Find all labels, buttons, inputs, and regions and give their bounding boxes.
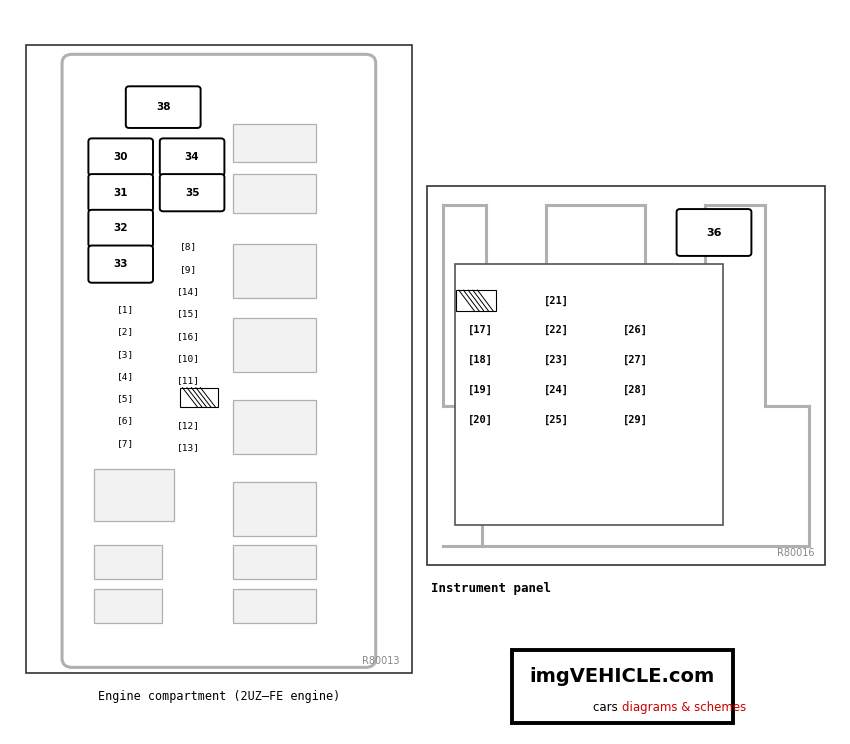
Text: [25]: [25] xyxy=(544,414,570,425)
Text: [28]: [28] xyxy=(623,385,649,395)
Bar xyxy=(94,589,162,623)
Text: [3]: [3] xyxy=(117,350,134,359)
Bar xyxy=(455,264,722,525)
Text: 30: 30 xyxy=(113,152,128,162)
FancyBboxPatch shape xyxy=(62,54,376,667)
Text: [18]: [18] xyxy=(468,355,493,365)
FancyBboxPatch shape xyxy=(126,86,201,128)
Text: [2]: [2] xyxy=(117,327,134,336)
Text: 38: 38 xyxy=(156,102,171,112)
Bar xyxy=(233,124,316,162)
FancyBboxPatch shape xyxy=(88,210,153,247)
Text: [24]: [24] xyxy=(544,385,570,395)
Text: cars: cars xyxy=(593,701,622,713)
Text: R80016: R80016 xyxy=(777,548,814,558)
Text: [12]: [12] xyxy=(177,421,201,430)
Text: diagrams & schemes: diagrams & schemes xyxy=(622,701,746,713)
Text: [6]: [6] xyxy=(117,417,134,426)
Text: [8]: [8] xyxy=(180,243,197,251)
Text: [16]: [16] xyxy=(177,332,201,341)
Text: 32: 32 xyxy=(113,223,128,234)
Bar xyxy=(233,174,316,213)
Text: 31: 31 xyxy=(113,187,128,198)
Text: [9]: [9] xyxy=(180,265,197,274)
Text: [1]: [1] xyxy=(117,305,134,314)
Bar xyxy=(233,244,316,298)
FancyBboxPatch shape xyxy=(88,138,153,176)
FancyBboxPatch shape xyxy=(160,174,224,211)
Text: 33: 33 xyxy=(113,259,128,269)
Text: R80013: R80013 xyxy=(362,656,399,666)
Text: Instrument panel: Instrument panel xyxy=(431,582,551,594)
Text: Engine compartment (2UZ–FE engine): Engine compartment (2UZ–FE engine) xyxy=(98,690,340,702)
Text: 35: 35 xyxy=(184,187,200,198)
Text: [23]: [23] xyxy=(544,355,570,365)
Text: 34: 34 xyxy=(184,152,200,162)
Bar xyxy=(456,290,496,311)
Bar xyxy=(512,650,733,723)
Bar xyxy=(94,545,162,579)
FancyBboxPatch shape xyxy=(160,138,224,176)
Bar xyxy=(233,400,316,454)
Text: [5]: [5] xyxy=(117,394,134,403)
Text: imgVEHICLE.com: imgVEHICLE.com xyxy=(530,667,715,686)
FancyBboxPatch shape xyxy=(88,246,153,283)
Bar xyxy=(427,186,824,565)
Text: [22]: [22] xyxy=(544,325,570,336)
Text: 36: 36 xyxy=(706,228,722,237)
Bar xyxy=(233,545,316,579)
Text: [7]: [7] xyxy=(117,439,134,448)
Text: [26]: [26] xyxy=(623,325,649,336)
Bar xyxy=(233,482,316,536)
Text: [29]: [29] xyxy=(623,414,649,425)
Text: [21]: [21] xyxy=(544,295,570,306)
FancyBboxPatch shape xyxy=(88,174,153,211)
Text: [19]: [19] xyxy=(468,385,493,395)
FancyBboxPatch shape xyxy=(677,209,751,256)
Bar xyxy=(180,388,218,407)
Bar xyxy=(233,318,316,372)
Text: [17]: [17] xyxy=(468,325,493,336)
Bar xyxy=(26,45,412,673)
Text: [20]: [20] xyxy=(468,414,493,425)
Text: [14]: [14] xyxy=(177,287,201,296)
Text: [15]: [15] xyxy=(177,310,201,318)
Text: [11]: [11] xyxy=(177,376,201,385)
Text: [4]: [4] xyxy=(117,372,134,381)
Bar xyxy=(94,469,174,521)
Bar xyxy=(233,589,316,623)
Text: [13]: [13] xyxy=(177,443,201,452)
Text: [10]: [10] xyxy=(177,354,201,363)
Text: [27]: [27] xyxy=(623,355,649,365)
